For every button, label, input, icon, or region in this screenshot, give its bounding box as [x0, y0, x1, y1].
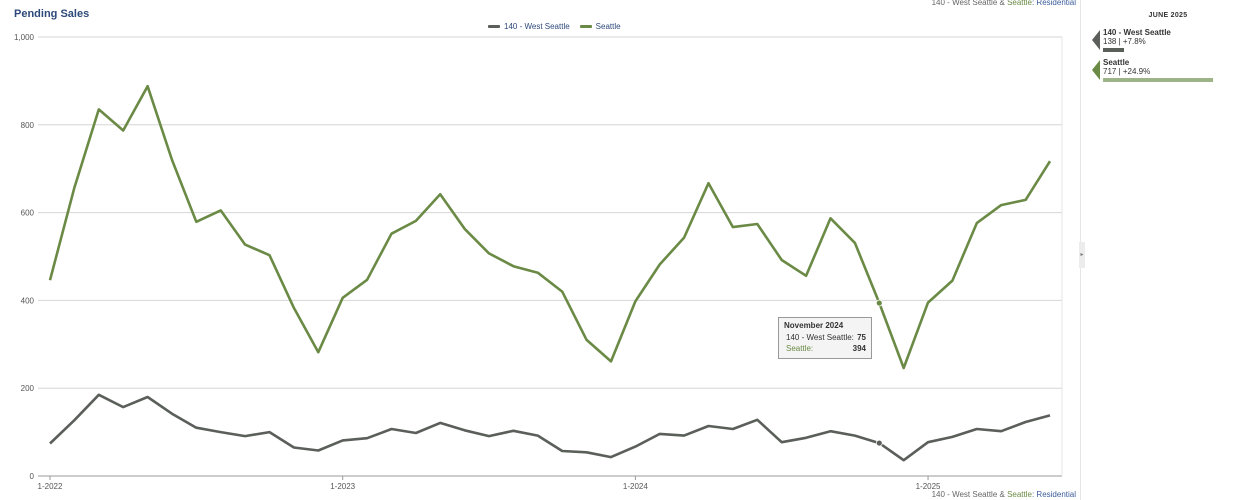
legend-item-west-seattle[interactable]: 140 - West Seattle — [488, 22, 570, 31]
source-prefix: 140 - West Seattle & — [931, 0, 1008, 7]
legend-swatch-seattle — [579, 25, 592, 28]
hover-point-seattle — [875, 299, 883, 307]
y-tick-label: 800 — [21, 121, 35, 130]
source-seattle: Seattle — [1007, 0, 1032, 7]
source-prefix: 140 - West Seattle & — [931, 490, 1008, 499]
summary-value: 138 | +7.8% — [1103, 37, 1146, 46]
legend-item-seattle[interactable]: Seattle — [579, 22, 621, 31]
y-tick-label: 1,000 — [14, 33, 35, 42]
y-tick-label: 400 — [21, 296, 35, 305]
collapse-panel-button[interactable]: ▸ — [1079, 242, 1085, 268]
hover-point-west-seattle — [875, 439, 883, 447]
summary-text: 140 - West Seattle 138 | +7.8% — [1103, 28, 1171, 46]
chart-legend: 140 - West Seattle Seattle — [488, 22, 621, 31]
source-caption-bottom: 140 - West Seattle & Seattle: Residentia… — [932, 490, 1076, 499]
source-suffix: : Residential — [1031, 0, 1076, 7]
y-tick-label: 600 — [21, 209, 35, 218]
source-suffix: : Residential — [1031, 490, 1076, 499]
pointer-left-icon — [1092, 60, 1100, 80]
grid — [38, 36, 1063, 477]
series-line-west-seattle — [49, 393, 1051, 462]
series-line-seattle — [48, 84, 1052, 370]
summary-name: 140 - West Seattle — [1103, 28, 1171, 37]
source-seattle: Seattle — [1007, 490, 1032, 499]
tooltip-title: November 2024 — [784, 321, 844, 330]
x-tick-label: 1-2023 — [330, 482, 355, 491]
page-title: Pending Sales — [14, 8, 90, 20]
pointer-left-icon — [1092, 30, 1100, 50]
legend-label-west-seattle: 140 - West Seattle — [504, 22, 570, 31]
summary-text: Seattle 717 | +24.9% — [1103, 58, 1150, 76]
pending-sales-chart: 0 200 400 600 800 1,000 1-2022 1-2023 1-2024 1-20… — [14, 33, 1063, 491]
hover-markers — [875, 299, 883, 447]
x-tick-label: 1-2025 — [916, 482, 941, 491]
tooltip-label: 140 - West Seattle: — [786, 333, 854, 342]
tooltip-value: 75 — [857, 333, 866, 342]
x-tick-label: 1-2022 — [38, 482, 63, 491]
summary-name: Seattle — [1103, 58, 1130, 67]
series-lines — [48, 84, 1052, 462]
summary-date: JUNE 2025 — [1148, 12, 1188, 19]
summary-panel: JUNE 2025 140 - West Seattle 138 | +7.8%… — [1088, 0, 1260, 500]
source-caption-top: 140 - West Seattle & Seattle: Residentia… — [932, 0, 1076, 7]
y-tick-label: 200 — [21, 384, 35, 393]
x-tick-label: 1-2024 — [623, 482, 648, 491]
tooltip-row-west-seattle: 140 - West Seattle: 75 — [784, 332, 866, 343]
y-tick-label: 0 — [30, 472, 35, 481]
summary-value: 717 | +24.9% — [1103, 67, 1151, 76]
legend-label-seattle: Seattle — [595, 22, 621, 31]
chart-panel: 0 200 400 600 800 1,000 1-2022 1-2023 1-2024 1-20… — [14, 0, 1076, 499]
chart-tooltip: November 2024 140 - West Seattle: 75 Sea… — [778, 317, 872, 359]
tooltip-row-seattle: Seattle: 394 — [784, 343, 866, 354]
summary-bar — [1103, 48, 1124, 52]
tooltip-value: 394 — [852, 344, 866, 353]
axes: 0 200 400 600 800 1,000 1-2022 1-2023 1-2024 1-20… — [14, 33, 941, 491]
summary-bar — [1103, 78, 1213, 82]
legend-swatch-west-seattle — [488, 25, 500, 28]
tooltip-label: Seattle: — [786, 344, 814, 353]
